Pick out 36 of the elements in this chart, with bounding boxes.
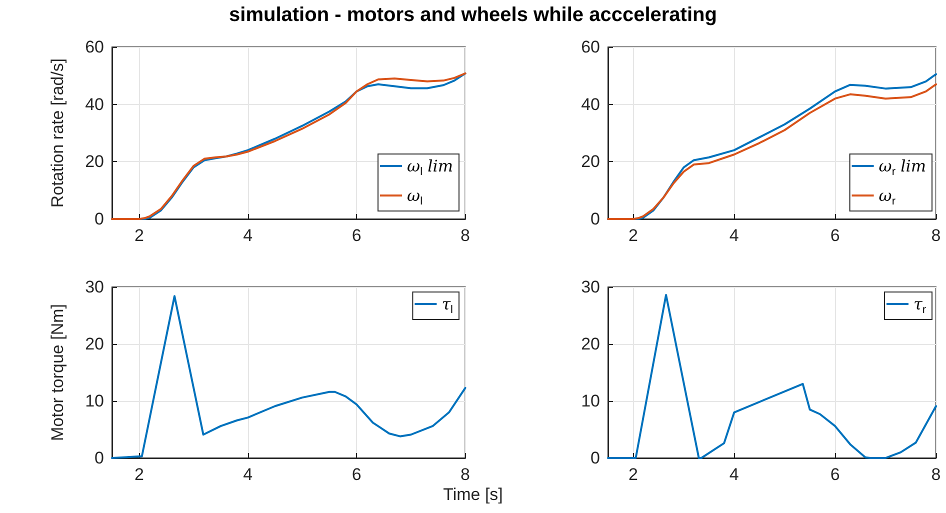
y-tick-label: 20 bbox=[85, 334, 104, 354]
y-axis-title: Motor torque [Nm] bbox=[48, 304, 67, 441]
x-tick-label: 6 bbox=[830, 465, 840, 484]
x-tick-label: 2 bbox=[134, 226, 144, 245]
y-tick-label: 30 bbox=[581, 278, 600, 296]
y-tick-label: 40 bbox=[85, 94, 104, 114]
y-tick-label: 0 bbox=[94, 448, 104, 468]
x-axis-title: Time [s] bbox=[442, 485, 504, 505]
y-tick-label: 20 bbox=[581, 334, 600, 354]
x-tick-label: 6 bbox=[352, 226, 362, 245]
y-tick-label: 60 bbox=[581, 38, 600, 56]
x-tick-label: 6 bbox=[830, 226, 840, 245]
y-tick-label: 40 bbox=[581, 94, 600, 114]
x-tick-label: 4 bbox=[729, 226, 739, 245]
x-tick-label: 8 bbox=[460, 226, 470, 245]
y-tick-label: 0 bbox=[590, 210, 600, 228]
y-tick-label: 60 bbox=[85, 38, 104, 56]
x-tick-label: 8 bbox=[931, 226, 941, 245]
x-tick-label: 2 bbox=[628, 465, 638, 484]
x-tick-label: 6 bbox=[352, 465, 362, 484]
x-tick-label: 8 bbox=[931, 465, 941, 484]
y-tick-label: 10 bbox=[85, 392, 104, 410]
y-tick-label: 10 bbox=[581, 392, 600, 410]
y-tick-label: 0 bbox=[590, 448, 600, 468]
y-axis-title: Rotation rate [rad/s] bbox=[48, 58, 67, 208]
x-tick-label: 2 bbox=[134, 465, 144, 484]
x-tick-label: 2 bbox=[628, 226, 638, 245]
x-tick-label: 8 bbox=[460, 465, 470, 484]
y-tick-label: 30 bbox=[85, 278, 104, 296]
x-tick-label: 4 bbox=[243, 226, 253, 245]
chart-title: simulation - motors and wheels while acccelerating bbox=[228, 4, 718, 27]
y-tick-label: 0 bbox=[94, 210, 104, 228]
y-tick-label: 20 bbox=[85, 152, 104, 172]
x-tick-label: 4 bbox=[243, 465, 253, 484]
x-tick-label: 4 bbox=[729, 465, 739, 484]
y-tick-label: 20 bbox=[581, 152, 600, 172]
